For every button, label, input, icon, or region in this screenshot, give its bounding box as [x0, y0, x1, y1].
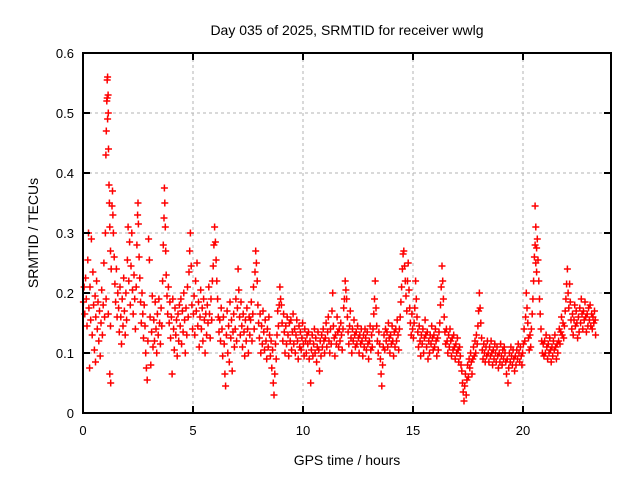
y-tick-label: 0.4 — [56, 166, 74, 181]
x-tick-label: 5 — [189, 423, 196, 438]
x-tick-label: 20 — [516, 423, 530, 438]
y-tick-label: 0 — [67, 406, 74, 421]
x-tick-label: 15 — [406, 423, 420, 438]
y-tick-label: 0.1 — [56, 346, 74, 361]
x-axis-title: GPS time / hours — [293, 452, 401, 468]
x-tick-label: 10 — [296, 423, 310, 438]
chart-title: Day 035 of 2025, SRMTID for receiver wwl… — [210, 22, 484, 38]
y-tick-label: 0.3 — [56, 226, 74, 241]
y-tick-label: 0.2 — [56, 286, 74, 301]
y-tick-label: 0.6 — [56, 46, 74, 61]
data-points — [79, 73, 600, 405]
x-tick-label: 0 — [79, 423, 86, 438]
y-axis-title: SRMTID / TECUs — [25, 177, 41, 289]
y-tick-label: 0.5 — [56, 106, 74, 121]
